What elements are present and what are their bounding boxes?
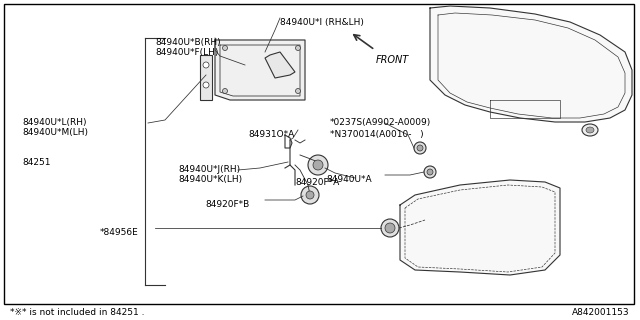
Text: 84920F*B: 84920F*B bbox=[205, 200, 249, 209]
Text: *N370014(A0010-   ): *N370014(A0010- ) bbox=[330, 130, 424, 139]
Circle shape bbox=[381, 219, 399, 237]
Text: 84931O*A: 84931O*A bbox=[248, 130, 294, 139]
Polygon shape bbox=[400, 180, 560, 275]
Text: 84940U*A: 84940U*A bbox=[326, 175, 372, 184]
Circle shape bbox=[203, 82, 209, 88]
Polygon shape bbox=[215, 40, 305, 100]
Circle shape bbox=[223, 89, 227, 93]
Circle shape bbox=[414, 142, 426, 154]
Text: *0237S(A9902-A0009): *0237S(A9902-A0009) bbox=[330, 118, 431, 127]
Text: 84251: 84251 bbox=[22, 158, 51, 167]
Text: 84940U*I (RH&LH): 84940U*I (RH&LH) bbox=[280, 18, 364, 27]
Circle shape bbox=[301, 186, 319, 204]
Text: 84940U*L(RH): 84940U*L(RH) bbox=[22, 118, 86, 127]
Text: 84940U*M(LH): 84940U*M(LH) bbox=[22, 128, 88, 137]
Text: FRONT: FRONT bbox=[376, 55, 409, 65]
Circle shape bbox=[424, 166, 436, 178]
Circle shape bbox=[313, 160, 323, 170]
Circle shape bbox=[223, 45, 227, 51]
Text: 84940U*J(RH): 84940U*J(RH) bbox=[178, 165, 240, 174]
Text: A842001153: A842001153 bbox=[572, 308, 630, 317]
Circle shape bbox=[306, 191, 314, 199]
Ellipse shape bbox=[582, 124, 598, 136]
Text: 84940U*K(LH): 84940U*K(LH) bbox=[178, 175, 242, 184]
Circle shape bbox=[308, 155, 328, 175]
Circle shape bbox=[417, 145, 423, 151]
Text: 84940U*F(LH): 84940U*F(LH) bbox=[155, 48, 218, 57]
Polygon shape bbox=[265, 52, 295, 78]
Polygon shape bbox=[430, 6, 632, 122]
Circle shape bbox=[385, 223, 395, 233]
Text: *※* is not included in 84251 .: *※* is not included in 84251 . bbox=[10, 308, 145, 317]
Circle shape bbox=[296, 89, 301, 93]
Text: 84940U*B(RH): 84940U*B(RH) bbox=[155, 38, 221, 47]
Text: 84920F*A: 84920F*A bbox=[295, 178, 339, 187]
Polygon shape bbox=[200, 55, 212, 100]
Text: *84956E: *84956E bbox=[100, 228, 139, 237]
Ellipse shape bbox=[586, 127, 594, 133]
Circle shape bbox=[296, 45, 301, 51]
Circle shape bbox=[427, 169, 433, 175]
Circle shape bbox=[203, 62, 209, 68]
